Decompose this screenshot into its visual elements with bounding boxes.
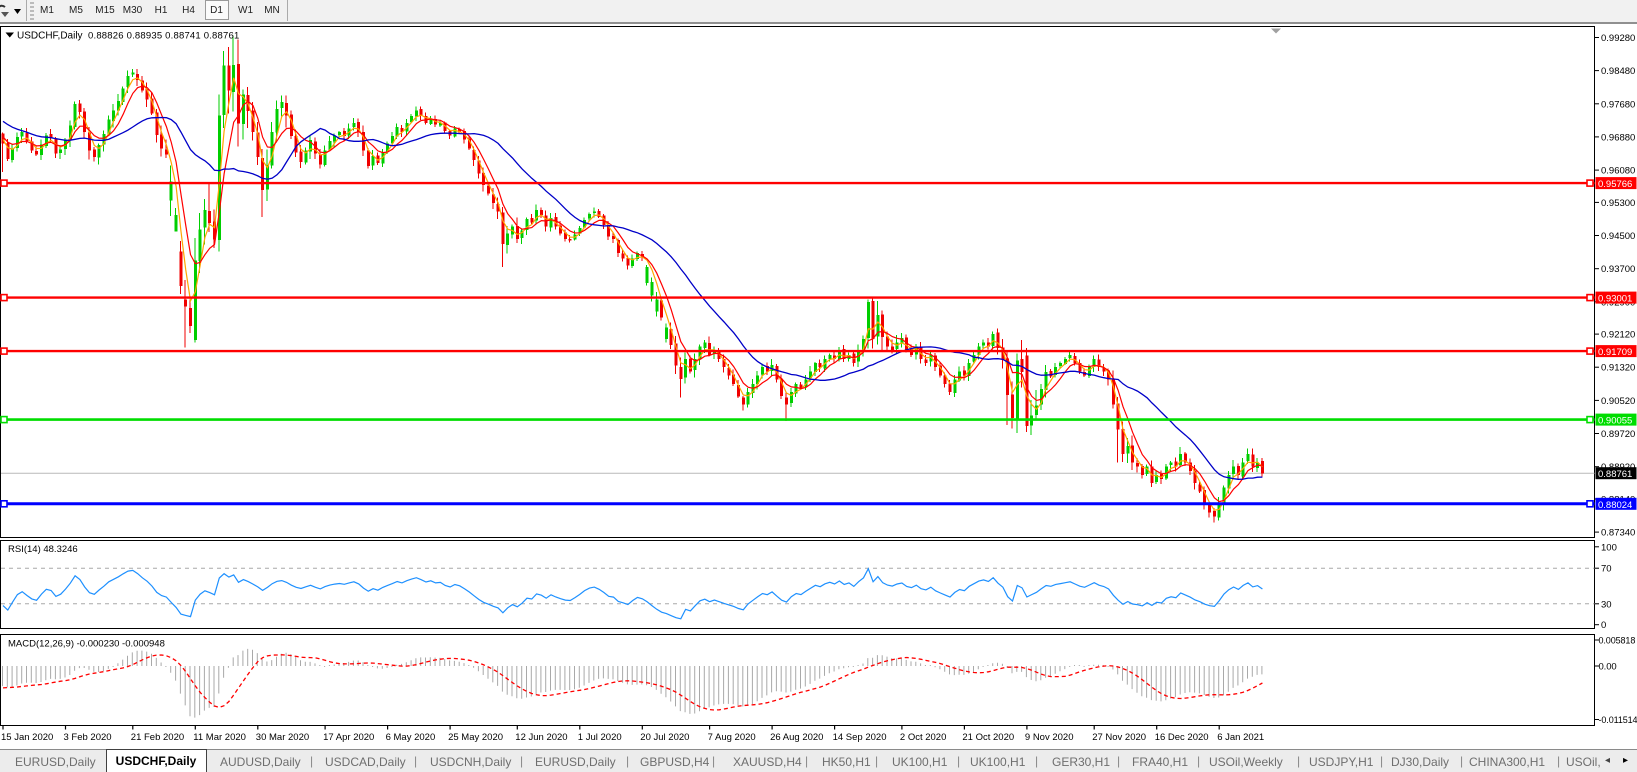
svg-text:30: 30 <box>1601 599 1612 610</box>
svg-text:0.96080: 0.96080 <box>1601 166 1635 177</box>
svg-text:14 Sep 2020: 14 Sep 2020 <box>833 732 887 743</box>
svg-text:2 Oct 2020: 2 Oct 2020 <box>900 732 946 743</box>
svg-text:0.94500: 0.94500 <box>1601 231 1635 242</box>
svg-text:16 Dec 2020: 16 Dec 2020 <box>1155 732 1209 743</box>
svg-text:25 May 2020: 25 May 2020 <box>448 732 503 743</box>
svg-text:0.95300: 0.95300 <box>1601 198 1635 209</box>
svg-text:0.91320: 0.91320 <box>1601 363 1635 374</box>
svg-text:MACD(12,26,9) -0.000230 -0.000: MACD(12,26,9) -0.000230 -0.000948 <box>8 639 165 650</box>
svg-text:0.98480: 0.98480 <box>1601 66 1635 77</box>
svg-text:RSI(14) 48.3246: RSI(14) 48.3246 <box>8 544 78 555</box>
svg-text:0.90055: 0.90055 <box>1598 416 1632 427</box>
svg-text:9 Nov 2020: 9 Nov 2020 <box>1025 732 1074 743</box>
svg-text:0.00: 0.00 <box>1599 662 1617 673</box>
svg-text:6 May 2020: 6 May 2020 <box>386 732 436 743</box>
svg-text:0.95766: 0.95766 <box>1598 179 1632 190</box>
svg-text:3 Feb 2020: 3 Feb 2020 <box>64 732 112 743</box>
svg-text:0.97680: 0.97680 <box>1601 99 1635 110</box>
svg-text:0.93001: 0.93001 <box>1598 294 1632 305</box>
svg-text:7 Aug 2020: 7 Aug 2020 <box>708 732 756 743</box>
svg-text:6 Jan 2021: 6 Jan 2021 <box>1217 732 1264 743</box>
svg-text:0.88024: 0.88024 <box>1598 500 1632 511</box>
svg-text:-0.011514: -0.011514 <box>1599 715 1637 725</box>
svg-text:0.91709: 0.91709 <box>1598 347 1632 358</box>
svg-text:70: 70 <box>1601 564 1612 575</box>
svg-text:27 Nov 2020: 27 Nov 2020 <box>1092 732 1146 743</box>
svg-text:0.87340: 0.87340 <box>1601 528 1635 539</box>
svg-text:0.92120: 0.92120 <box>1601 330 1635 341</box>
svg-text:0.89720: 0.89720 <box>1601 429 1635 440</box>
svg-text:0.005818: 0.005818 <box>1599 636 1636 646</box>
svg-text:21 Oct 2020: 21 Oct 2020 <box>962 732 1014 743</box>
svg-text:11 Mar 2020: 11 Mar 2020 <box>193 732 246 743</box>
svg-text:21 Feb 2020: 21 Feb 2020 <box>131 732 184 743</box>
svg-text:15 Jan 2020: 15 Jan 2020 <box>1 732 53 743</box>
svg-text:0: 0 <box>1601 620 1606 631</box>
svg-text:1 Jul 2020: 1 Jul 2020 <box>578 732 622 743</box>
svg-text:0.88826 0.88935 0.88741 0.8876: 0.88826 0.88935 0.88741 0.88761 <box>88 31 239 42</box>
svg-text:0.93700: 0.93700 <box>1601 264 1635 275</box>
svg-text:0.90520: 0.90520 <box>1601 396 1635 407</box>
svg-text:USDCHF,Daily: USDCHF,Daily <box>17 31 83 42</box>
svg-text:0.96880: 0.96880 <box>1601 132 1635 143</box>
svg-text:26 Aug 2020: 26 Aug 2020 <box>770 732 823 743</box>
svg-text:0.88761: 0.88761 <box>1598 469 1632 480</box>
svg-text:0.99280: 0.99280 <box>1601 33 1635 44</box>
svg-text:20 Jul 2020: 20 Jul 2020 <box>640 732 689 743</box>
svg-text:30 Mar 2020: 30 Mar 2020 <box>256 732 309 743</box>
svg-text:12 Jun 2020: 12 Jun 2020 <box>515 732 567 743</box>
svg-text:17 Apr 2020: 17 Apr 2020 <box>323 732 374 743</box>
svg-text:100: 100 <box>1601 542 1617 553</box>
